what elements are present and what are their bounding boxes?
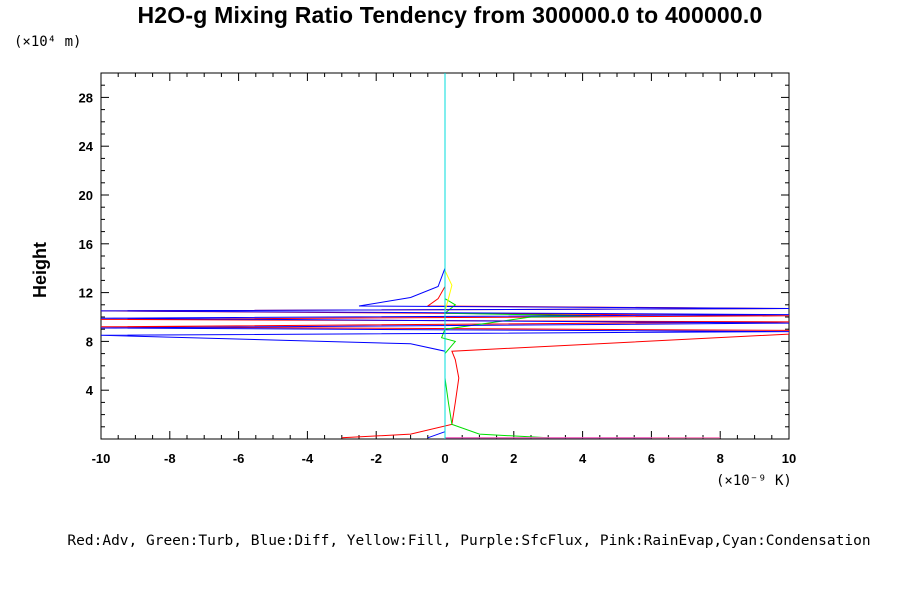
y-tick-label: 28 — [79, 90, 93, 105]
x-tick-label: 0 — [441, 451, 448, 466]
y-tick-label: 16 — [79, 237, 93, 252]
x-tick-label: 8 — [717, 451, 724, 466]
y-tick-label: 4 — [86, 383, 94, 398]
x-tick-label: 2 — [510, 451, 517, 466]
x-tick-label: -2 — [370, 451, 382, 466]
x-tick-label: -8 — [164, 451, 176, 466]
y-tick-label: 8 — [86, 334, 93, 349]
chart-title: H2O-g Mixing Ratio Tendency from 300000.… — [137, 2, 763, 28]
x-tick-label: -4 — [302, 451, 314, 466]
y-tick-label: 12 — [79, 286, 93, 301]
series-turb-line — [440, 73, 600, 439]
x-tick-label: 6 — [648, 451, 655, 466]
x-tick-label: 4 — [579, 451, 587, 466]
x-tick-label: -6 — [233, 451, 245, 466]
legend: Red:Adv, Green:Turb, Blue:Diff, Yellow:F… — [67, 533, 871, 549]
x-tick-label: 10 — [782, 451, 796, 466]
y-tick-label: 20 — [79, 188, 93, 203]
y-tick-label: 24 — [79, 139, 94, 154]
x-unit-label: (×10⁻⁹ K) — [716, 473, 792, 489]
y-unit-label: (×10⁴ m) — [14, 34, 82, 50]
x-tick-label: -10 — [92, 451, 111, 466]
